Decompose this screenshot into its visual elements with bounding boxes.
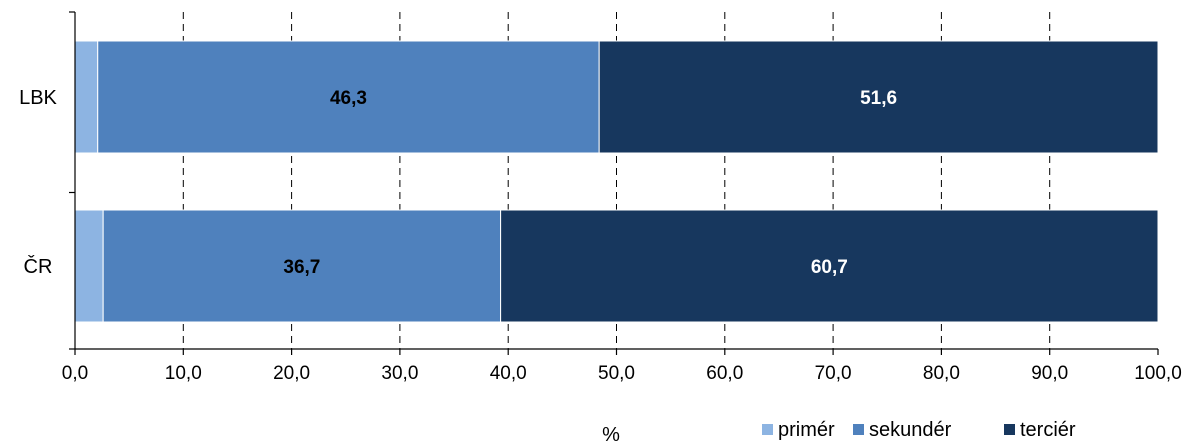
legend-swatch [853, 424, 864, 435]
legend-label: primér [778, 419, 835, 441]
x-tick-label: 40,0 [490, 363, 527, 384]
legend: primér sekundér terciér [762, 419, 1076, 441]
x-tick-label: 90,0 [1031, 363, 1068, 384]
x-tick-label: 60,0 [706, 363, 743, 384]
x-tick-label: 30,0 [381, 363, 418, 384]
category-label: ČR [24, 255, 53, 278]
tick-labels: LBK ČR 0,0 10,0 20,0 30,0 40,0 50,0 60,0 70,0 80,0… [19, 87, 1182, 384]
legend-swatch [762, 424, 773, 435]
bar-segment [74, 40, 99, 154]
bars [74, 40, 1159, 323]
category-label: LBK [19, 87, 57, 109]
legend-label: sekundér [869, 419, 952, 441]
axes [69, 11, 1159, 355]
x-tick-label: 50,0 [598, 363, 635, 384]
data-label: 36,7 [283, 257, 320, 278]
data-label: 46,3 [330, 88, 367, 109]
x-axis-label: % [602, 424, 620, 446]
data-label: 51,6 [860, 88, 897, 109]
bar-segment [74, 209, 104, 323]
x-tick-label: 0,0 [62, 363, 88, 384]
bar-segment [598, 40, 1159, 154]
bar-segment [500, 209, 1159, 323]
legend-label: terciér [1020, 419, 1076, 441]
data-label: 60,7 [811, 257, 848, 278]
x-tick-label: 100,0 [1134, 363, 1182, 384]
data-labels: 46,3 51,6 36,7 60,7 [283, 88, 897, 278]
bar-segment [102, 209, 502, 323]
x-tick-label: 80,0 [923, 363, 960, 384]
x-tick-label: 10,0 [165, 363, 202, 384]
legend-swatch [1004, 424, 1015, 435]
x-tick-label: 20,0 [273, 363, 310, 384]
x-tick-label: 70,0 [815, 363, 852, 384]
